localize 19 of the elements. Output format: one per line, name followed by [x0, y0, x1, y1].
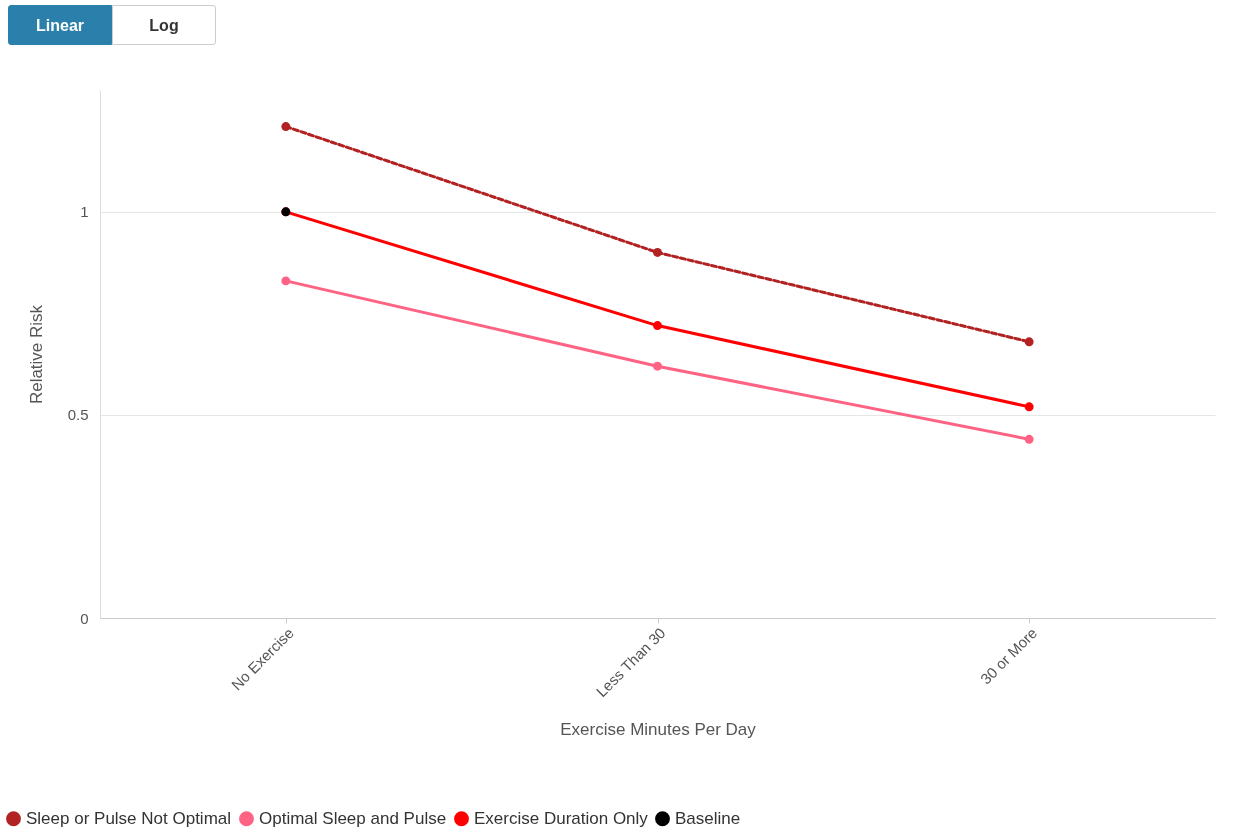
- legend-label: Optimal Sleep and Pulse: [259, 808, 447, 828]
- point: [653, 321, 662, 331]
- y-tick-label: 1: [80, 203, 89, 221]
- y-tick-label: 0.5: [67, 406, 89, 424]
- point: [653, 361, 662, 371]
- y-axis-title: Relative Risk: [26, 304, 46, 405]
- y-tick-label: 0: [80, 609, 89, 627]
- point: [1024, 434, 1034, 444]
- legend-label: Baseline: [675, 808, 741, 828]
- point: [281, 276, 291, 286]
- x-axis-title: Exercise Minutes Per Day: [560, 720, 757, 740]
- toggle-button: Log: [112, 5, 216, 45]
- point: [653, 248, 662, 257]
- legend-label: Sleep or Pulse Not Optimal: [26, 808, 232, 828]
- point: [1024, 402, 1034, 412]
- toggle-button: Linear: [8, 5, 112, 45]
- point: [1024, 337, 1034, 347]
- legend-label: Exercise Duration Only: [474, 808, 649, 828]
- point: [281, 122, 291, 132]
